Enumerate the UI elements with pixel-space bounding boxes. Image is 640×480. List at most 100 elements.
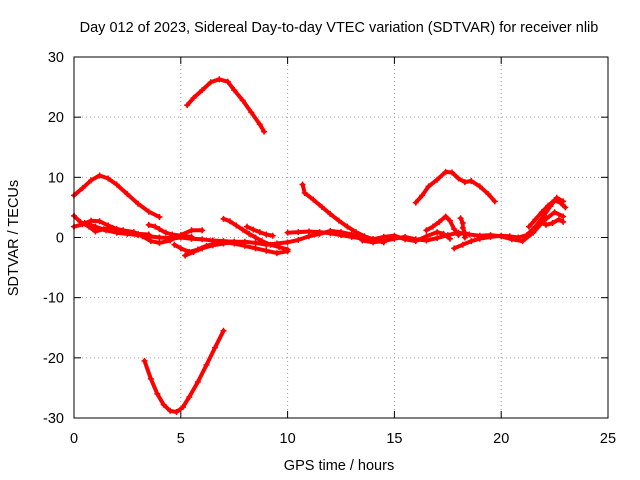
data-point	[327, 230, 334, 237]
y-axis-label: SDTVAR / TECUs	[6, 180, 22, 296]
data-point	[449, 169, 456, 176]
y-tick-label: 0	[56, 231, 64, 247]
data-point	[231, 238, 238, 245]
data-point	[446, 235, 453, 242]
data-point	[284, 246, 291, 253]
data-point	[461, 179, 468, 186]
data-point	[258, 238, 265, 245]
data-point	[310, 196, 317, 203]
data-point	[263, 231, 270, 238]
data-point	[156, 226, 163, 233]
data-point	[147, 375, 154, 382]
data-point	[444, 232, 451, 239]
series-arc-20	[525, 197, 569, 230]
y-tick-label: 30	[48, 50, 64, 66]
data-point	[203, 362, 210, 369]
data-point	[88, 217, 95, 224]
data-point	[442, 213, 449, 220]
data-point	[545, 202, 552, 209]
data-point	[519, 238, 526, 245]
data-point	[273, 250, 280, 257]
data-point	[412, 236, 419, 243]
data-point	[239, 97, 246, 104]
data-point	[220, 327, 227, 334]
series-arc-4	[81, 220, 174, 242]
data-point	[299, 181, 306, 188]
data-point	[96, 172, 103, 179]
data-point	[498, 232, 505, 239]
data-point	[103, 227, 110, 234]
data-point	[79, 185, 86, 192]
data-point	[506, 233, 513, 240]
data-point	[523, 232, 530, 239]
data-point	[156, 214, 163, 221]
y-tick-label: 10	[48, 170, 64, 186]
data-point	[461, 234, 468, 241]
data-point	[451, 245, 458, 252]
data-point	[434, 176, 441, 183]
data-point	[145, 208, 152, 215]
data-point	[124, 191, 131, 198]
data-point	[380, 238, 387, 245]
data-point	[199, 236, 206, 243]
data-point	[199, 245, 206, 252]
data-point	[246, 230, 253, 237]
data-point	[459, 224, 466, 231]
data-point	[199, 227, 206, 234]
data-point	[145, 221, 152, 228]
data-point	[267, 241, 274, 248]
data-point	[540, 212, 547, 219]
data-point	[487, 233, 494, 240]
data-point	[425, 183, 432, 190]
data-point	[560, 218, 567, 225]
data-point	[442, 168, 449, 175]
data-point	[231, 87, 238, 94]
data-point	[141, 357, 148, 364]
data-point	[160, 401, 167, 408]
series-arc-17	[423, 213, 462, 239]
data-point	[284, 229, 291, 236]
data-point	[562, 204, 569, 211]
data-point	[209, 242, 216, 249]
data-point	[335, 217, 342, 224]
data-point	[532, 216, 539, 223]
data-point	[276, 244, 283, 251]
data-point	[156, 234, 163, 241]
series-arc-16	[412, 168, 498, 206]
data-point	[256, 229, 263, 236]
data-point	[549, 220, 556, 227]
x-tick-label: 20	[493, 431, 509, 447]
data-point	[476, 235, 483, 242]
data-point	[81, 220, 88, 227]
data-point	[199, 87, 206, 94]
data-point	[269, 232, 276, 239]
data-point	[152, 223, 159, 230]
data-point	[177, 234, 184, 241]
data-point	[419, 192, 426, 199]
data-point	[113, 229, 120, 236]
data-point	[145, 233, 152, 240]
data-point	[188, 227, 195, 234]
data-point	[316, 229, 323, 236]
data-point	[261, 128, 268, 135]
data-point	[515, 234, 522, 241]
series-arc-21	[536, 216, 567, 228]
y-tick-label: -30	[43, 411, 64, 427]
series-trace	[72, 173, 162, 219]
data-point	[491, 198, 498, 205]
series-trace	[185, 77, 267, 134]
data-point	[485, 191, 492, 198]
data-point	[207, 79, 214, 86]
series-trace	[413, 169, 497, 205]
data-point	[551, 197, 558, 204]
data-point	[248, 109, 255, 116]
x-tick-label: 5	[177, 431, 185, 447]
data-point	[147, 238, 154, 245]
data-point	[560, 213, 567, 220]
y-tick-label: -10	[43, 291, 64, 307]
data-point	[162, 229, 169, 236]
data-point	[555, 216, 562, 223]
data-point	[451, 226, 458, 233]
data-point	[338, 232, 344, 239]
